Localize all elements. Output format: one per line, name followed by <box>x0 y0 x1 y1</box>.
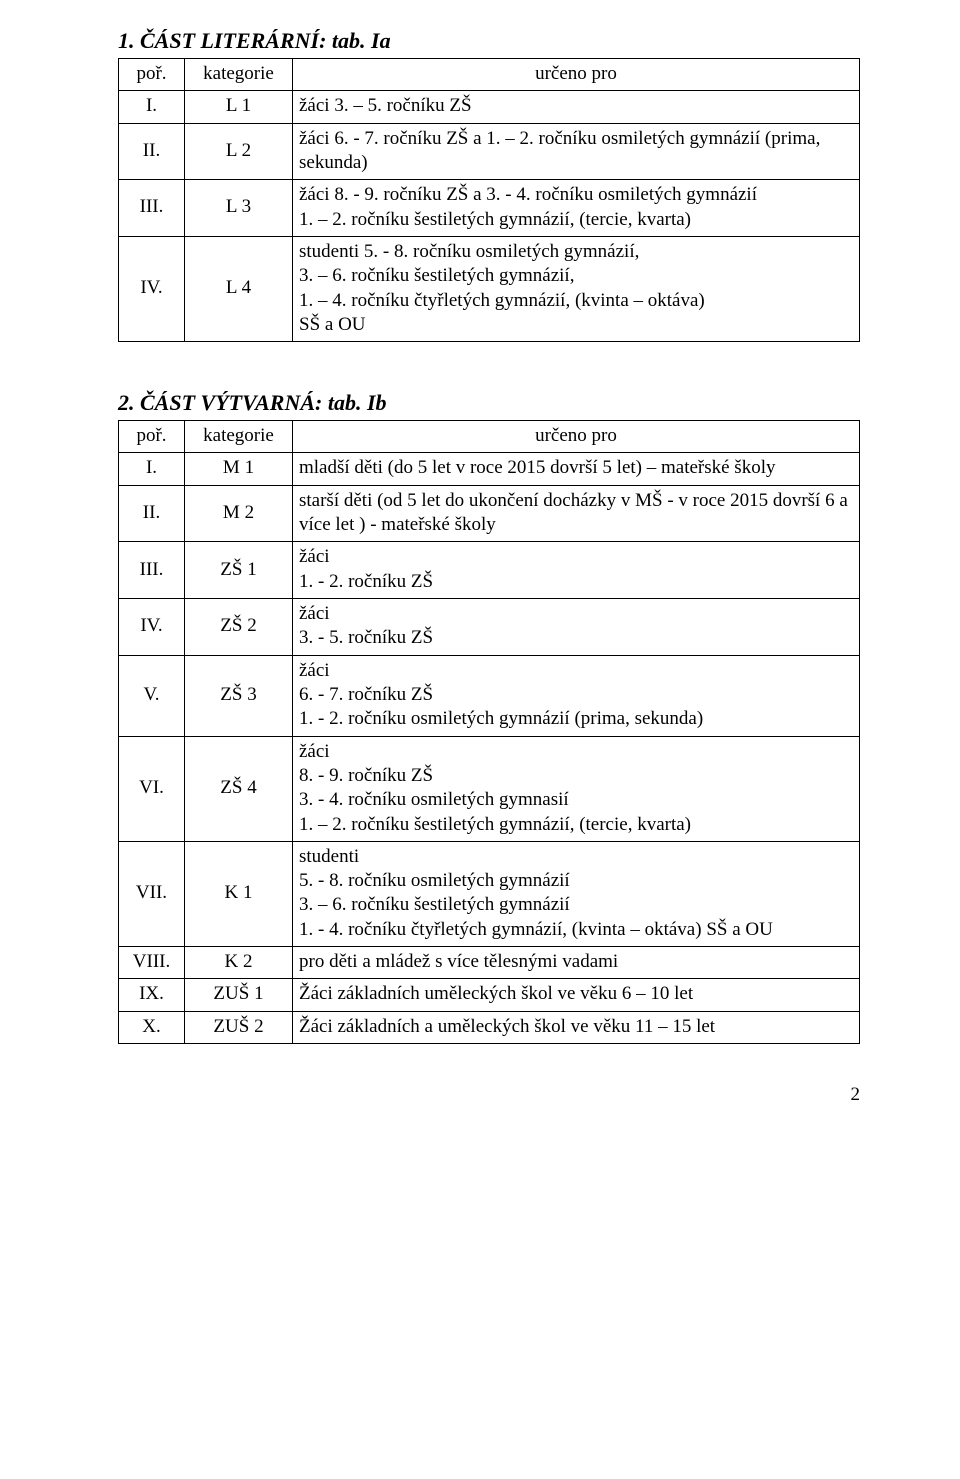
table-section2: poř. kategorie určeno pro I. M 1 mladší … <box>118 420 860 1044</box>
cell-urceno: žáci 8. - 9. ročníku ZŠ a 3. - 4. ročník… <box>293 180 860 237</box>
col-header-por: poř. <box>119 59 185 91</box>
cell-urceno: starší děti (od 5 let do ukončení docház… <box>293 485 860 542</box>
table-row: poř. kategorie určeno pro <box>119 59 860 91</box>
table-row: I. M 1 mladší děti (do 5 let v roce 2015… <box>119 453 860 485</box>
cell-por: III. <box>119 180 185 237</box>
cell-por: V. <box>119 655 185 736</box>
cell-urceno: Žáci základních uměleckých škol ve věku … <box>293 979 860 1011</box>
table-row: VII. K 1 studenti5. - 8. ročníku osmilet… <box>119 841 860 946</box>
page: 1. ČÁST LITERÁRNÍ: tab. Ia poř. kategori… <box>0 0 960 1146</box>
cell-urceno: studenti 5. - 8. ročníku osmiletých gymn… <box>293 236 860 341</box>
cell-urceno: žáci 3. – 5. ročníku ZŠ <box>293 91 860 123</box>
col-header-kat: kategorie <box>185 59 293 91</box>
table-row: IX. ZUŠ 1 Žáci základních uměleckých ško… <box>119 979 860 1011</box>
section2: 2. ČÁST VÝTVARNÁ: tab. Ib poř. kategorie… <box>118 390 860 1044</box>
cell-por: VIII. <box>119 947 185 979</box>
cell-por: II. <box>119 485 185 542</box>
cell-kat: ZUŠ 1 <box>185 979 293 1011</box>
table-row: III. L 3 žáci 8. - 9. ročníku ZŠ a 3. - … <box>119 180 860 237</box>
table-row: poř. kategorie určeno pro <box>119 421 860 453</box>
cell-kat: ZŠ 1 <box>185 542 293 599</box>
cell-por: III. <box>119 542 185 599</box>
cell-kat: L 4 <box>185 236 293 341</box>
table-row: V. ZŠ 3 žáci6. - 7. ročníku ZŠ1. - 2. ro… <box>119 655 860 736</box>
cell-por: VI. <box>119 736 185 841</box>
cell-urceno: žáci6. - 7. ročníku ZŠ1. - 2. ročníku os… <box>293 655 860 736</box>
cell-urceno: žáci1. - 2. ročníku ZŠ <box>293 542 860 599</box>
col-header-urceno: určeno pro <box>293 421 860 453</box>
col-header-kat: kategorie <box>185 421 293 453</box>
cell-kat: ZŠ 3 <box>185 655 293 736</box>
cell-urceno: studenti5. - 8. ročníku osmiletých gymná… <box>293 841 860 946</box>
cell-urceno: pro děti a mládež s více tělesnými vadam… <box>293 947 860 979</box>
cell-kat: M 1 <box>185 453 293 485</box>
table-row: III. ZŠ 1 žáci1. - 2. ročníku ZŠ <box>119 542 860 599</box>
cell-kat: L 2 <box>185 123 293 180</box>
table-section1: poř. kategorie určeno pro I. L 1 žáci 3.… <box>118 58 860 342</box>
cell-kat: K 1 <box>185 841 293 946</box>
cell-kat: K 2 <box>185 947 293 979</box>
cell-por: IV. <box>119 236 185 341</box>
col-header-por: poř. <box>119 421 185 453</box>
cell-kat: ZŠ 2 <box>185 599 293 656</box>
cell-kat: M 2 <box>185 485 293 542</box>
col-header-urceno: určeno pro <box>293 59 860 91</box>
cell-kat: L 1 <box>185 91 293 123</box>
cell-urceno: žáci 6. - 7. ročníku ZŠ a 1. – 2. ročník… <box>293 123 860 180</box>
table-row: II. L 2 žáci 6. - 7. ročníku ZŠ a 1. – 2… <box>119 123 860 180</box>
cell-urceno: mladší děti (do 5 let v roce 2015 dovrší… <box>293 453 860 485</box>
section1-title: 1. ČÁST LITERÁRNÍ: tab. Ia <box>118 28 860 54</box>
cell-urceno: Žáci základních a uměleckých škol ve věk… <box>293 1011 860 1043</box>
table-row: VIII. K 2 pro děti a mládež s více těles… <box>119 947 860 979</box>
table-row: VI. ZŠ 4 žáci8. - 9. ročníku ZŠ3. - 4. r… <box>119 736 860 841</box>
table-row: IV. L 4 studenti 5. - 8. ročníku osmilet… <box>119 236 860 341</box>
cell-kat: ZUŠ 2 <box>185 1011 293 1043</box>
cell-urceno: žáci3. - 5. ročníku ZŠ <box>293 599 860 656</box>
cell-por: VII. <box>119 841 185 946</box>
table-row: IV. ZŠ 2 žáci3. - 5. ročníku ZŠ <box>119 599 860 656</box>
cell-por: IX. <box>119 979 185 1011</box>
page-number: 2 <box>118 1044 860 1106</box>
table-row: II. M 2 starší děti (od 5 let do ukončen… <box>119 485 860 542</box>
cell-kat: L 3 <box>185 180 293 237</box>
table-row: I. L 1 žáci 3. – 5. ročníku ZŠ <box>119 91 860 123</box>
cell-kat: ZŠ 4 <box>185 736 293 841</box>
table-row: X. ZUŠ 2 Žáci základních a uměleckých šk… <box>119 1011 860 1043</box>
cell-por: IV. <box>119 599 185 656</box>
cell-por: X. <box>119 1011 185 1043</box>
cell-por: I. <box>119 453 185 485</box>
cell-por: II. <box>119 123 185 180</box>
section2-title: 2. ČÁST VÝTVARNÁ: tab. Ib <box>118 390 860 416</box>
cell-por: I. <box>119 91 185 123</box>
cell-urceno: žáci8. - 9. ročníku ZŠ3. - 4. ročníku os… <box>293 736 860 841</box>
